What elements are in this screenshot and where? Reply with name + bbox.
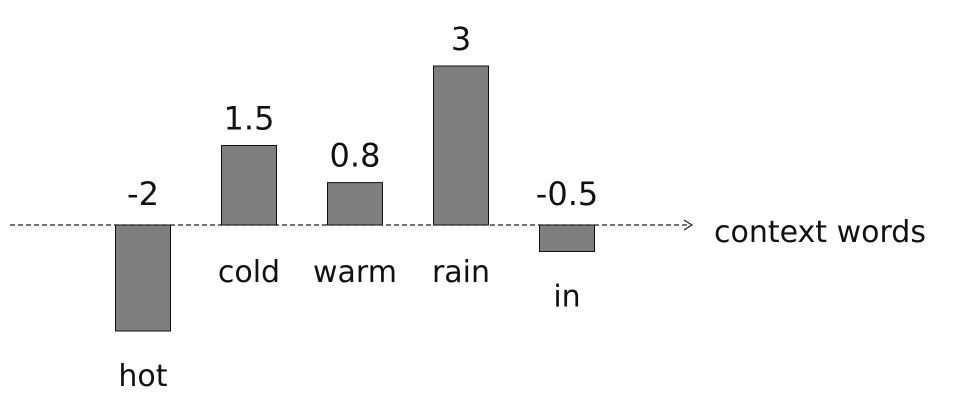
bar-rain [433, 65, 489, 226]
data-label-hot: -2 [127, 175, 159, 213]
bar-cold [221, 145, 277, 226]
category-label-rain: rain [432, 255, 490, 290]
x-axis-label: context words [714, 215, 926, 250]
bar-warm [327, 182, 383, 226]
data-label-cold: 1.5 [224, 100, 275, 138]
labels-layer: -2 hot 1.5 cold 0.8 warm 3 rain -0.5 in [118, 20, 598, 394]
data-label-in: -0.5 [536, 175, 598, 213]
bars-layer [115, 65, 595, 332]
category-label-warm: warm [313, 255, 397, 290]
category-label-hot: hot [118, 359, 167, 394]
data-label-rain: 3 [451, 20, 471, 58]
data-label-warm: 0.8 [330, 137, 381, 175]
x-axis-arrow-icon [683, 219, 694, 231]
bar-hot [115, 224, 171, 332]
category-label-cold: cold [218, 255, 280, 290]
category-label-in: in [553, 280, 580, 315]
bar-in [539, 224, 595, 252]
